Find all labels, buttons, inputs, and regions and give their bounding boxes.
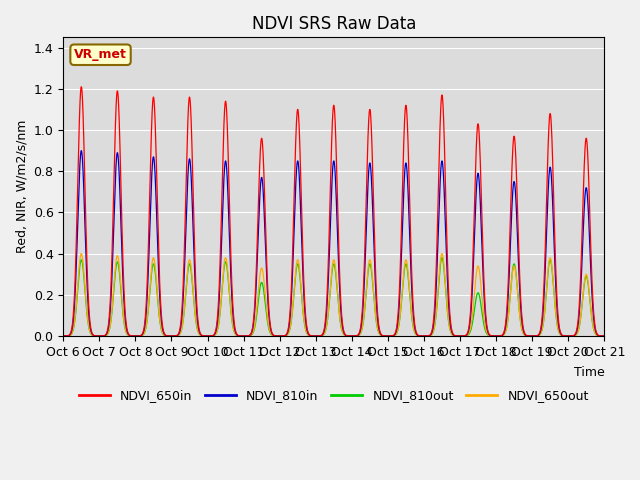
- X-axis label: Time: Time: [573, 366, 604, 379]
- Title: NDVI SRS Raw Data: NDVI SRS Raw Data: [252, 15, 416, 33]
- Legend: NDVI_650in, NDVI_810in, NDVI_810out, NDVI_650out: NDVI_650in, NDVI_810in, NDVI_810out, NDV…: [74, 384, 594, 407]
- Y-axis label: Red, NIR, W/m2/s/nm: Red, NIR, W/m2/s/nm: [15, 120, 28, 253]
- Text: VR_met: VR_met: [74, 48, 127, 61]
